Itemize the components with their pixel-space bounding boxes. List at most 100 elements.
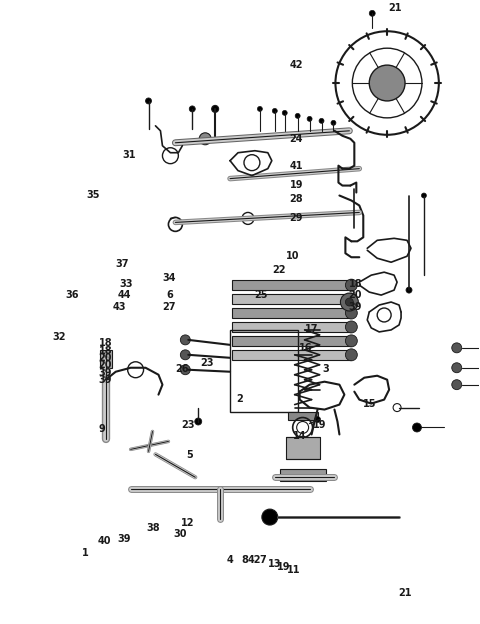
Text: 2: 2 [237, 394, 243, 404]
Text: 15: 15 [363, 399, 376, 409]
Text: 28: 28 [289, 194, 303, 204]
Text: 36: 36 [65, 290, 79, 300]
Circle shape [314, 417, 321, 422]
Text: 6: 6 [166, 290, 173, 300]
Circle shape [282, 110, 287, 115]
Text: 40: 40 [97, 535, 111, 545]
Text: 37: 37 [115, 258, 128, 268]
Bar [232, 280, 351, 290]
Circle shape [406, 287, 412, 293]
Text: 35: 35 [86, 190, 100, 200]
Text: 42: 42 [248, 555, 261, 565]
Text: 3: 3 [323, 364, 329, 374]
Circle shape [180, 335, 190, 345]
Circle shape [412, 423, 421, 432]
Bar [232, 308, 351, 318]
Bar [100, 350, 112, 368]
Circle shape [257, 107, 263, 112]
Circle shape [346, 321, 357, 333]
Text: 9: 9 [98, 424, 105, 434]
Text: 31: 31 [122, 150, 136, 160]
Circle shape [346, 298, 353, 306]
Text: 17: 17 [305, 324, 318, 334]
Circle shape [346, 335, 357, 347]
Circle shape [199, 133, 211, 145]
Circle shape [189, 106, 195, 112]
Text: 11: 11 [287, 565, 300, 575]
Text: 19: 19 [313, 420, 327, 430]
Text: 38: 38 [146, 523, 160, 533]
Text: 32: 32 [53, 332, 66, 342]
Circle shape [295, 114, 300, 119]
Circle shape [369, 11, 375, 16]
Circle shape [145, 98, 152, 104]
Text: 20: 20 [99, 361, 112, 371]
Text: 29: 29 [289, 213, 303, 223]
Circle shape [421, 193, 426, 198]
Text: 10: 10 [286, 251, 299, 261]
Bar [230, 330, 298, 412]
Text: 7: 7 [260, 555, 266, 565]
Circle shape [340, 293, 358, 311]
Text: 18: 18 [98, 346, 112, 356]
Bar [232, 350, 351, 360]
Text: 19: 19 [277, 562, 291, 572]
Circle shape [346, 307, 357, 319]
Circle shape [346, 293, 357, 305]
Bar [288, 412, 318, 419]
Circle shape [452, 363, 462, 373]
Text: 18: 18 [98, 338, 112, 348]
Circle shape [307, 116, 312, 121]
Text: 42: 42 [289, 60, 303, 70]
Bar [286, 437, 320, 459]
Circle shape [452, 343, 462, 353]
Circle shape [180, 350, 190, 360]
Circle shape [180, 365, 190, 375]
Circle shape [331, 120, 336, 125]
Circle shape [195, 418, 202, 425]
Text: 24: 24 [289, 134, 303, 144]
Text: 4: 4 [226, 555, 233, 565]
Text: 12: 12 [181, 518, 194, 528]
Text: 39: 39 [99, 368, 112, 378]
Text: 13: 13 [268, 558, 281, 568]
Circle shape [272, 109, 277, 114]
Text: 14: 14 [293, 431, 306, 441]
Text: 39: 39 [118, 534, 131, 544]
Circle shape [346, 279, 357, 291]
Text: 33: 33 [120, 279, 133, 289]
Text: 44: 44 [118, 290, 131, 300]
Circle shape [346, 349, 357, 361]
Text: 30: 30 [174, 529, 187, 539]
Text: 22: 22 [272, 265, 286, 275]
Text: 39: 39 [349, 302, 362, 312]
Circle shape [369, 65, 405, 101]
Text: 25: 25 [255, 290, 268, 300]
Bar [280, 469, 325, 481]
Text: 41: 41 [289, 161, 303, 171]
Text: 39: 39 [99, 375, 112, 386]
Circle shape [212, 105, 218, 112]
Text: 23: 23 [200, 358, 213, 368]
Text: 19: 19 [289, 180, 303, 190]
Bar [232, 336, 351, 346]
Text: 16: 16 [299, 343, 312, 353]
Text: 43: 43 [113, 302, 127, 312]
Bar [232, 322, 351, 332]
Text: 23: 23 [181, 420, 194, 430]
Circle shape [452, 379, 462, 389]
Text: 21: 21 [388, 3, 402, 13]
Bar [232, 294, 351, 304]
Text: 20: 20 [349, 290, 362, 300]
Text: 21: 21 [398, 588, 411, 598]
Circle shape [262, 509, 278, 525]
Text: 18: 18 [348, 279, 362, 289]
Text: 5: 5 [187, 450, 193, 460]
Text: 34: 34 [163, 273, 176, 283]
Text: 27: 27 [163, 302, 176, 312]
Text: 26: 26 [175, 364, 189, 374]
Text: 20: 20 [99, 353, 112, 363]
Text: 1: 1 [82, 548, 88, 558]
Circle shape [319, 119, 324, 124]
Text: 8: 8 [241, 555, 248, 565]
